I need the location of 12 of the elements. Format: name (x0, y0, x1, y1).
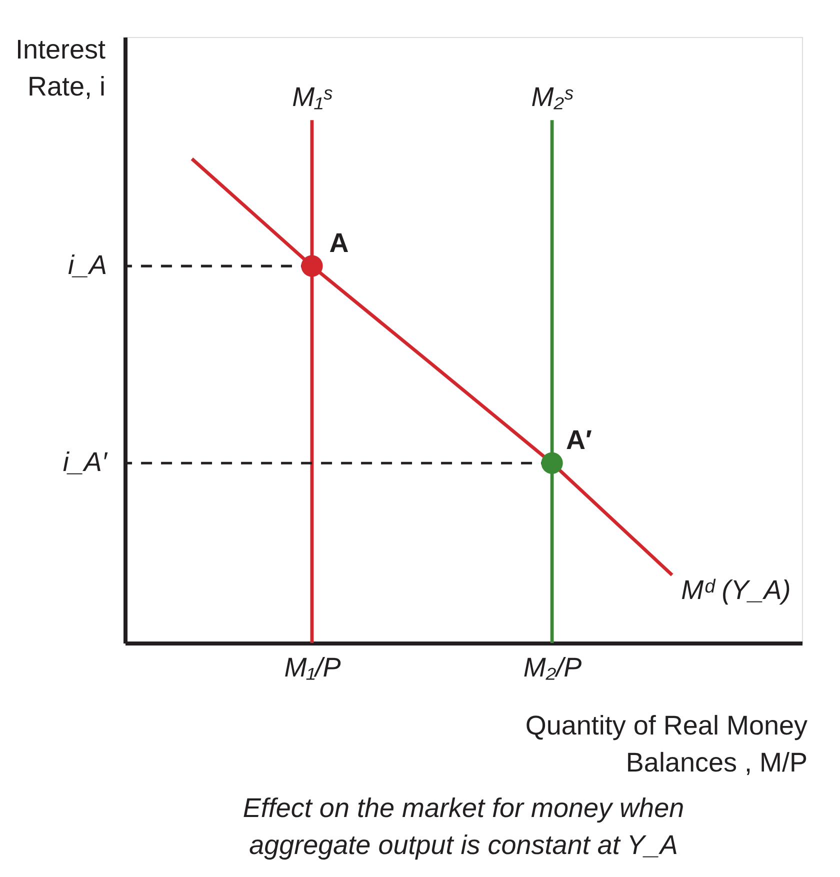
annotation: A (329, 228, 349, 258)
annotation: A′ (566, 425, 592, 456)
ref-line-label: i_A (68, 250, 107, 280)
y-axis-title: Interest Rate, i (15, 34, 106, 102)
x-axis-title: Quantity of Real Money Balances , M/P (525, 710, 808, 778)
series-label: Mᵈ (Y_A) (681, 575, 791, 606)
series-label: M₂ˢ (531, 82, 574, 112)
x-tick-label: M₂/P (523, 652, 582, 682)
ref-line-label: i_A′ (62, 447, 108, 478)
text: Effect on the market for money when aggregate output is constant at Y_A (242, 793, 684, 860)
series-label: M₁ˢ (292, 82, 334, 112)
x-tick-label: M₁/P (284, 652, 341, 682)
